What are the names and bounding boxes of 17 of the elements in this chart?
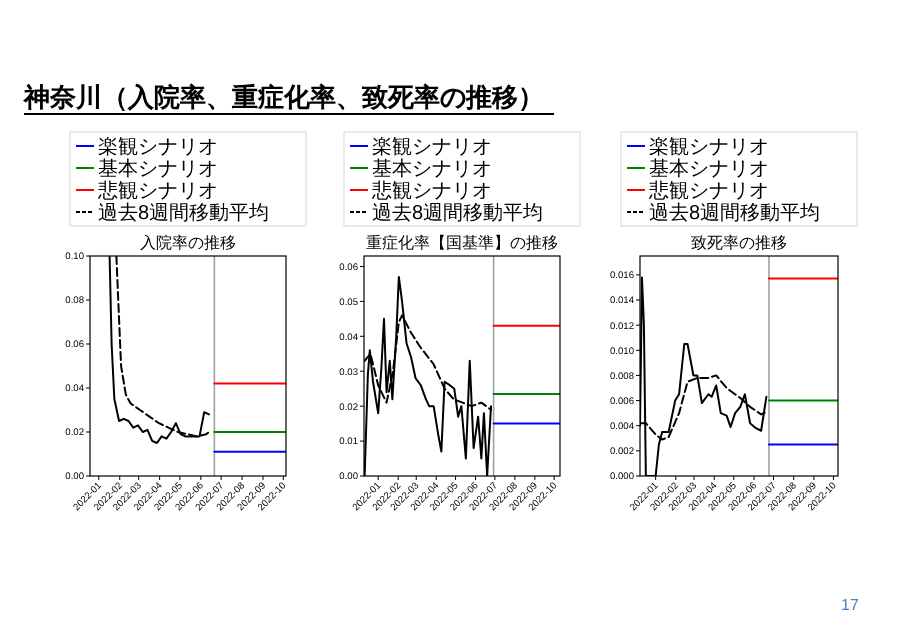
legend-label: 悲観シナリオ	[647, 179, 769, 203]
chart-title: 入院率の推移	[140, 234, 236, 252]
text: 神奈川（入院率、重症化率、致死率の推移）	[22, 82, 544, 112]
legend-label: 悲観シナリオ	[370, 179, 492, 203]
legend-label: 基本シナリオ	[98, 157, 218, 181]
legend-label: 過去8週間移動平均	[372, 201, 544, 225]
legend-label: 楽観シナリオ	[98, 135, 218, 159]
chart-title: 致死率の推移	[691, 234, 787, 252]
legend-label: 悲観シナリオ	[96, 179, 218, 203]
chart-title: 重症化率【国基準】の推移	[366, 234, 558, 252]
legend-label: 過去8週間移動平均	[649, 201, 821, 225]
legend-label: 楽観シナリオ	[649, 135, 769, 159]
legend-label: 楽観シナリオ	[372, 135, 492, 159]
legend-label: 基本シナリオ	[372, 157, 492, 181]
text: 17	[841, 596, 860, 614]
legend-label: 過去8週間移動平均	[98, 201, 270, 225]
legend-label: 基本シナリオ	[649, 157, 769, 181]
